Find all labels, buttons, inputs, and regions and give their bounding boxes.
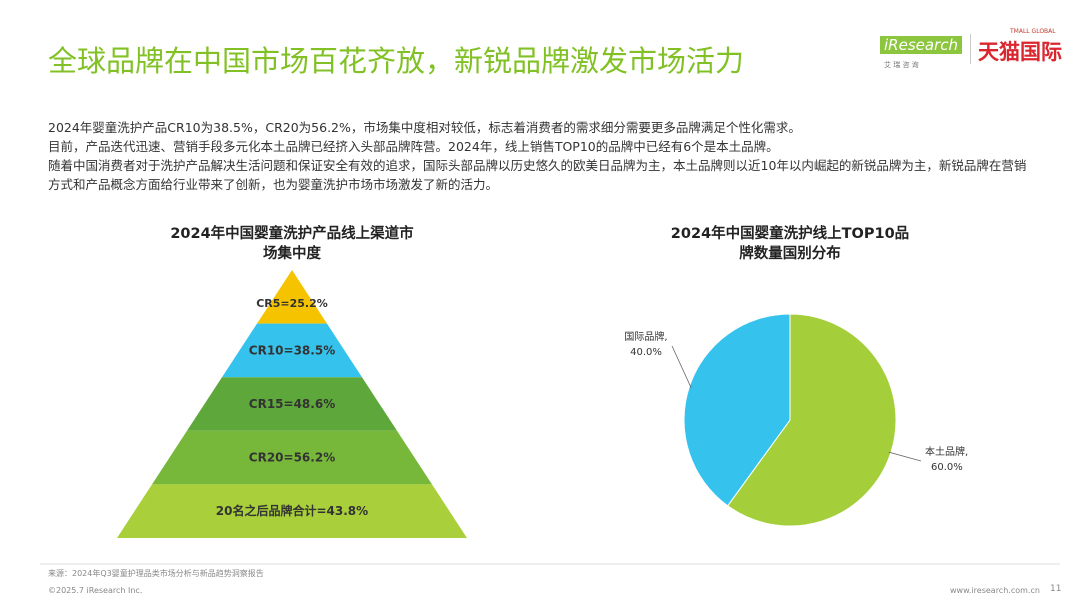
pie-slice bbox=[683, 313, 791, 507]
divider bbox=[970, 34, 971, 64]
slice-value: 60.0% bbox=[931, 462, 963, 473]
data-label: CR20=56.2% bbox=[249, 451, 335, 465]
pyramid-layer bbox=[117, 484, 467, 538]
leader-line bbox=[671, 345, 692, 389]
copyright: ©2025.7 iResearch Inc. bbox=[48, 586, 143, 595]
paragraph: 随着中国消费者对于洗护产品解决生活问题和保证安全有效的追求，国际头部品牌以历史悠… bbox=[48, 158, 1027, 192]
source: 来源：2024年Q3婴童护理品类市场分析与新品趋势洞察报告 bbox=[48, 569, 264, 578]
partner-en: TMALL GLOBAL bbox=[1010, 28, 1056, 35]
text-block: 2024年婴童洗护产品CR10为38.5%，CR20为56.2%，市场集中度相对… bbox=[48, 118, 1033, 194]
slice-label: 国际品牌, bbox=[624, 330, 667, 343]
paragraph: 目前，产品迭代迅速、营销手段多元化本土品牌已经挤入头部品牌阵营。2024年，线上… bbox=[48, 139, 779, 154]
partner-logo: 天猫国际 bbox=[978, 40, 1062, 64]
slice-label: 本土品牌, bbox=[925, 445, 968, 458]
chart-title: 2024年中国婴童洗护线上TOP10品牌数量国别分布 bbox=[670, 226, 910, 262]
paragraph: 2024年婴童洗护产品CR10为38.5%，CR20为56.2%，市场集中度相对… bbox=[48, 120, 801, 135]
data-label: CR5=25.2% bbox=[256, 297, 328, 310]
chart-title: 2024年中国婴童洗护产品线上渠道市场集中度 bbox=[170, 226, 414, 262]
pyramid-layer bbox=[222, 323, 362, 378]
pyramid-layer bbox=[187, 377, 397, 431]
data-label: CR15=48.6% bbox=[249, 397, 335, 411]
slice-value: 40.0% bbox=[630, 347, 662, 358]
page-number: 11 bbox=[1050, 584, 1062, 594]
data-label: CR10=38.5% bbox=[249, 343, 335, 357]
logo: iResearch bbox=[880, 36, 962, 54]
leader-line bbox=[888, 451, 922, 462]
slide-title: 全球品牌在中国市场百花齐放，新锐品牌激发市场活力 bbox=[48, 44, 745, 78]
pyramid-layer bbox=[152, 430, 432, 485]
pyramid-layer bbox=[257, 270, 327, 324]
site: www.iresearch.com.cn bbox=[950, 586, 1040, 595]
data-label: 20名之后品牌合计=43.8% bbox=[216, 503, 368, 518]
logo-cn: 艾 瑞 咨 询 bbox=[884, 61, 919, 69]
